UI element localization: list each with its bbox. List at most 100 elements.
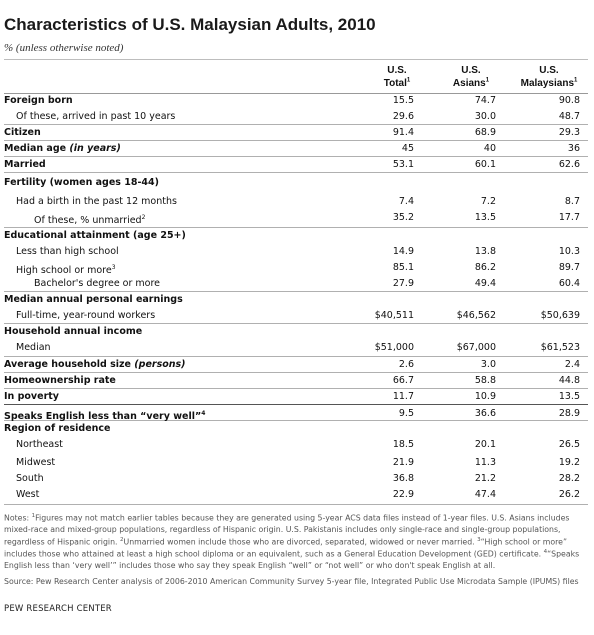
cell-value-v3: 62.6 [558, 159, 580, 170]
cell-value-v3: 17.7 [558, 212, 580, 223]
footnote-marker: 1 [485, 77, 490, 84]
cell-value-v2: 60.1 [474, 159, 496, 170]
column-header-us-malaysians: U.S. Malaysians1 [510, 64, 588, 90]
units-subtitle: % (unless otherwise noted) [4, 42, 124, 54]
title-divider [4, 59, 588, 60]
cell-value-v3: 13.5 [558, 391, 580, 402]
cell-value-v1: 36.8 [392, 473, 414, 484]
table-row: South 36.8 21.2 28.2 [4, 471, 588, 487]
row-divider [4, 404, 588, 405]
footnote-marker: 1 [406, 77, 411, 84]
table-row: Bachelor's degree or more 27.9 49.4 60.4 [4, 276, 588, 292]
page-title: Characteristics of U.S. Malaysian Adults… [4, 15, 376, 34]
cell-value-v2: 49.4 [474, 278, 496, 289]
table-row: Region of residence [4, 421, 588, 437]
row-label: Fertility (women ages 18-44) [4, 177, 159, 188]
column-header-label: Total [383, 78, 407, 89]
cell-value-v1: 66.7 [392, 375, 414, 386]
row-divider [4, 291, 588, 292]
cell-value-v3: 29.3 [558, 127, 580, 138]
table-row: West 22.9 47.4 26.2 [4, 487, 588, 503]
row-label: Of these, % unmarried2 [34, 214, 146, 227]
row-divider [4, 323, 588, 324]
column-header-line: U.S. [387, 65, 407, 76]
row-label: Full-time, year-round workers [16, 310, 156, 321]
table-row: In poverty 11.7 10.9 13.5 [4, 389, 588, 405]
table-row: Educational attainment (age 25+) [4, 228, 588, 244]
cell-value-v1: 11.7 [392, 391, 414, 402]
table-row: Full-time, year-round workers $40,511 $46,… [4, 308, 588, 324]
row-label: In poverty [4, 391, 59, 402]
table-row: High school or more3 85.1 86.2 89.7 [4, 260, 588, 276]
table-row: Had a birth in the past 12 months 7.4 7.2 8… [4, 194, 588, 210]
row-label: South [16, 473, 44, 484]
table-row: Fertility (women ages 18-44) [4, 175, 588, 191]
table-row: Less than high school 14.9 13.8 10.3 [4, 244, 588, 260]
table-row: Speaks English less than “very well”4 9.5… [4, 406, 588, 422]
cell-value-v1: 53.1 [392, 159, 414, 170]
cell-value-v2: 13.8 [474, 246, 496, 257]
cell-value-v1: 22.9 [392, 489, 414, 500]
row-label: Northeast [16, 439, 63, 450]
cell-value-v1: 29.6 [392, 111, 414, 122]
table-row: Homeownership rate 66.7 58.8 44.8 [4, 373, 588, 389]
cell-value-v1: 91.4 [392, 127, 414, 138]
cell-value-v2: 47.4 [474, 489, 496, 500]
row-divider [4, 504, 588, 505]
cell-value-v3: 26.2 [558, 489, 580, 500]
row-label: Homeownership rate [4, 375, 116, 386]
row-divider [4, 172, 588, 173]
cell-value-v3: 28.2 [558, 473, 580, 484]
cell-value-v3: 8.7 [564, 196, 580, 207]
cell-value-v3: 19.2 [558, 457, 580, 468]
row-divider [4, 227, 588, 228]
cell-value-v2: $67,000 [456, 342, 496, 353]
cell-value-v1: 27.9 [392, 278, 414, 289]
cell-value-v1: 7.4 [398, 196, 414, 207]
cell-value-v1: 35.2 [392, 212, 414, 223]
row-label: Median [16, 342, 51, 353]
row-label: Educational attainment (age 25+) [4, 230, 186, 241]
row-label: Bachelor's degree or more [34, 278, 161, 289]
table-row: Married 53.1 60.1 62.6 [4, 157, 588, 173]
cell-value-v3: 90.8 [558, 95, 580, 106]
footnote-marker: 1 [574, 77, 578, 84]
footnote-marker: 4 [201, 410, 206, 417]
row-divider [4, 124, 588, 125]
cell-value-v1: 14.9 [392, 246, 414, 257]
cell-value-v3: $50,639 [540, 310, 580, 321]
header-divider [4, 93, 588, 94]
row-label: Less than high school [16, 246, 119, 257]
cell-value-v2: 58.8 [474, 375, 496, 386]
cell-value-v3: 48.7 [558, 111, 580, 122]
cell-value-v2: 10.9 [474, 391, 496, 402]
table-row: Of these, arrived in past 10 years 29.6 30… [4, 109, 588, 125]
row-label: Married [4, 159, 46, 170]
cell-value-v2: 11.3 [474, 457, 496, 468]
column-header-line: U.S. [461, 65, 481, 76]
table-row: Median annual personal earnings [4, 292, 588, 308]
row-label: Median annual personal earnings [4, 294, 183, 305]
cell-value-v2: 7.2 [480, 196, 496, 207]
cell-value-v2: 86.2 [474, 262, 496, 273]
cell-value-v2: 13.5 [474, 212, 496, 223]
table-notes: Notes: 1Figures may not match earlier ta… [4, 513, 580, 570]
row-divider [4, 156, 588, 157]
column-header-label: Asians [452, 78, 486, 89]
row-label: West [16, 489, 40, 500]
cell-value-v1: 9.5 [398, 408, 414, 419]
cell-value-v1: $40,511 [374, 310, 414, 321]
cell-value-v2: 74.7 [474, 95, 496, 106]
row-divider [4, 420, 588, 421]
cell-value-v1: 18.5 [392, 439, 414, 450]
table-row: Median age (in years) 45 40 36 [4, 141, 588, 157]
row-divider [4, 372, 588, 373]
cell-value-v2: 30.0 [474, 111, 496, 122]
cell-value-v3: 60.4 [558, 278, 580, 289]
cell-value-v2: $46,562 [456, 310, 496, 321]
table-row: Median $51,000 $67,000 $61,523 [4, 340, 588, 356]
row-label: Region of residence [4, 423, 111, 434]
cell-value-v1: $51,000 [374, 342, 414, 353]
cell-value-v3: 44.8 [558, 375, 580, 386]
cell-value-v3: 36 [567, 143, 580, 154]
